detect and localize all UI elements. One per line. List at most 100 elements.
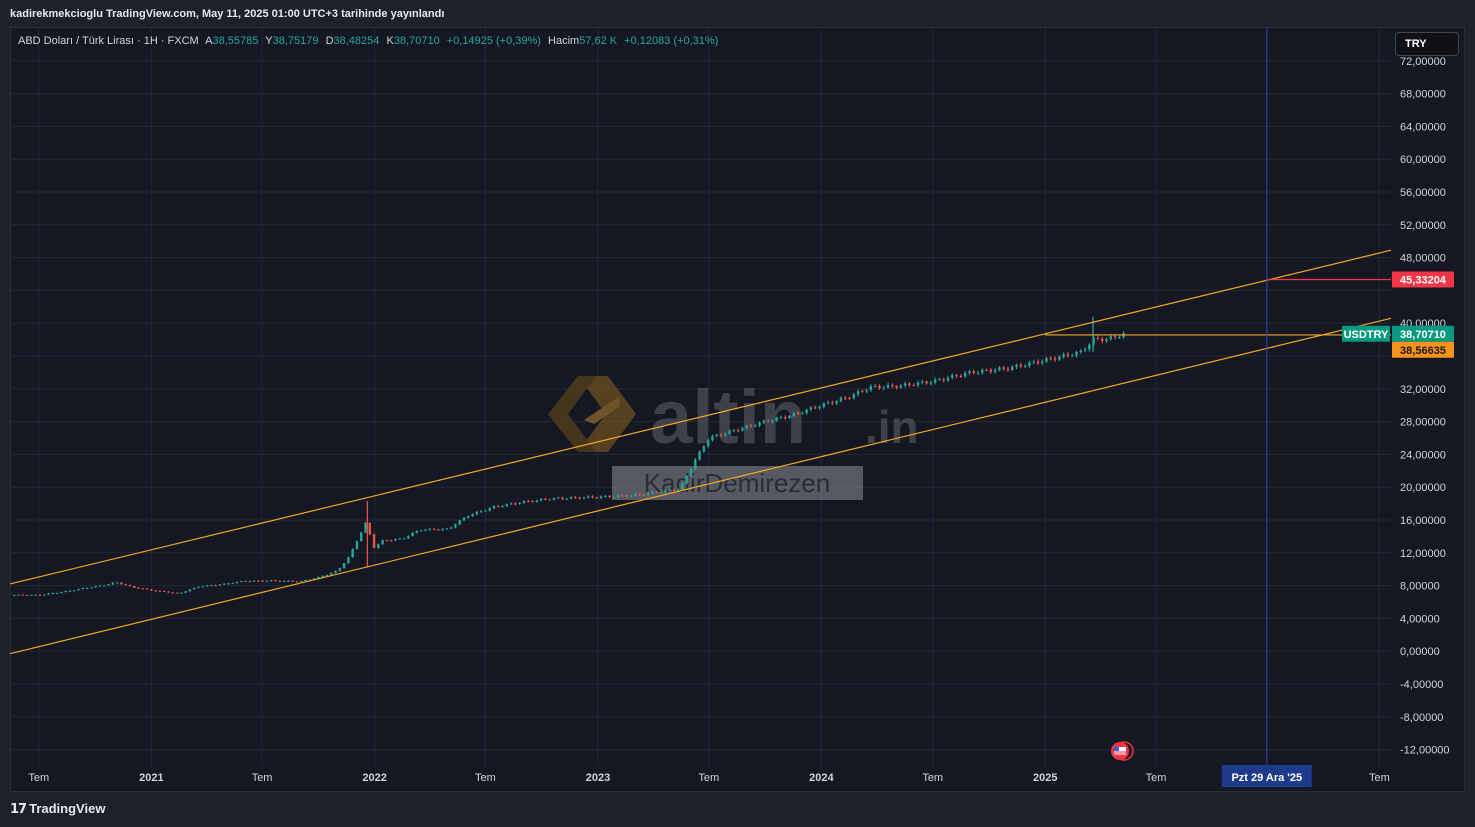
candle-body xyxy=(419,530,423,532)
price-badge-last xyxy=(1392,325,1454,342)
candle-body xyxy=(437,529,440,531)
candle-body xyxy=(47,593,50,595)
candle-body xyxy=(972,371,975,374)
candle-body xyxy=(111,582,114,585)
candle-body xyxy=(90,587,93,589)
candle-body xyxy=(835,401,838,404)
candle-body xyxy=(312,578,316,580)
candle-body xyxy=(377,544,380,548)
candle-body xyxy=(689,468,693,476)
candle-body xyxy=(634,494,637,496)
price-tick-label: 60,00000 xyxy=(1400,154,1446,166)
candle-body xyxy=(192,587,196,590)
candle-body xyxy=(749,425,753,427)
tradingview-logo[interactable]: 17 TradingView xyxy=(10,801,105,817)
candle-body xyxy=(925,381,928,384)
price-tick-label: 16,00000 xyxy=(1400,515,1446,527)
candle-body xyxy=(205,585,209,587)
candle-body xyxy=(1053,358,1057,360)
candle-body xyxy=(844,397,847,399)
symbol-tag-text: USDTRY xyxy=(1344,329,1389,341)
candle-body xyxy=(330,572,333,575)
candle-body xyxy=(921,381,924,383)
candle-body xyxy=(308,579,312,581)
time-tick-label: 2021 xyxy=(139,772,163,784)
symbol-tag xyxy=(1342,325,1390,342)
candle-body xyxy=(608,495,611,498)
candle-body xyxy=(458,520,461,525)
channel-line-lower xyxy=(9,317,1392,655)
candle-body xyxy=(899,385,903,388)
candle-body xyxy=(591,496,594,498)
candle-body xyxy=(244,581,247,583)
candle-body xyxy=(471,514,474,517)
candle-body xyxy=(1002,367,1005,369)
candle-body xyxy=(162,590,166,592)
price-axis[interactable]: 72,00000 68,00000 64,00000 60,00000 56,00000… xyxy=(1400,56,1450,757)
candle-body xyxy=(218,584,222,586)
candle-body xyxy=(981,369,984,373)
currency-button[interactable]: TRY xyxy=(1395,32,1459,56)
time-tick-label: 2025 xyxy=(1033,772,1057,784)
candle-body xyxy=(145,588,149,590)
news-flag-icon[interactable] xyxy=(1111,741,1134,761)
candle-body xyxy=(938,379,941,381)
candle-body xyxy=(141,588,144,590)
candle-body xyxy=(1066,354,1070,356)
candle-body xyxy=(822,403,825,407)
candle-body xyxy=(527,501,530,503)
candle-body xyxy=(351,548,354,558)
candle-body xyxy=(903,383,907,386)
candle-body xyxy=(951,375,954,378)
candle-body xyxy=(424,529,427,531)
price-tick-label: 68,00000 xyxy=(1400,89,1446,101)
candle-body xyxy=(818,406,821,409)
candle-body xyxy=(402,538,406,540)
price-tick-label: 12,00000 xyxy=(1400,548,1446,560)
time-tick-label: Tem xyxy=(475,772,496,784)
watermark-logo-suffix: .in xyxy=(865,401,919,453)
time-axis[interactable]: Tem 2021 Tem 2022 Tem 2023 Tem 2024 Tem 2025 Tem Te… xyxy=(28,772,1389,784)
candle-body xyxy=(304,580,307,582)
symbol-legend[interactable]: ABD Doları / Türk Lirası · 1H · FXCM A38… xyxy=(18,35,722,47)
candle-body xyxy=(612,496,616,498)
candle-body xyxy=(25,595,29,597)
candle-body xyxy=(120,582,123,585)
candle-body xyxy=(300,580,303,582)
candle-body xyxy=(355,541,359,549)
candle-body xyxy=(214,585,217,587)
candle-body xyxy=(360,532,363,542)
candle-body xyxy=(891,385,894,387)
price-tick-label: 8,00000 xyxy=(1400,581,1440,593)
candle-body xyxy=(488,508,491,511)
watermark-logo-text: altin xyxy=(650,375,806,460)
candle-body xyxy=(694,459,697,469)
chart-panel[interactable] xyxy=(10,27,1465,792)
candle-body xyxy=(771,420,774,422)
candle-body xyxy=(227,583,230,585)
top-bar xyxy=(0,0,1475,27)
candle-body xyxy=(599,496,603,498)
candle-body xyxy=(295,581,299,583)
candle-body xyxy=(150,589,153,591)
candle-body xyxy=(21,594,25,596)
candle-body xyxy=(1062,354,1065,357)
watermark-author: KadirDemirezen xyxy=(644,468,830,498)
time-tick-label: Tem xyxy=(698,772,719,784)
candle-body xyxy=(68,590,72,592)
candle-body xyxy=(38,594,42,596)
candle-body xyxy=(364,522,367,533)
candle-body xyxy=(441,528,444,531)
candle-body xyxy=(646,493,650,495)
candle-body xyxy=(1071,355,1074,357)
candle-body xyxy=(882,387,885,389)
candle-body xyxy=(685,475,688,484)
candle-body xyxy=(432,528,436,530)
time-tick-label: Tem xyxy=(1146,772,1167,784)
date-badge-text: Pzt 29 Ara '25 xyxy=(1231,772,1302,784)
candle-body xyxy=(728,430,731,434)
candle-body xyxy=(664,490,667,493)
candle-body xyxy=(1006,368,1010,370)
candle-body xyxy=(188,589,192,592)
